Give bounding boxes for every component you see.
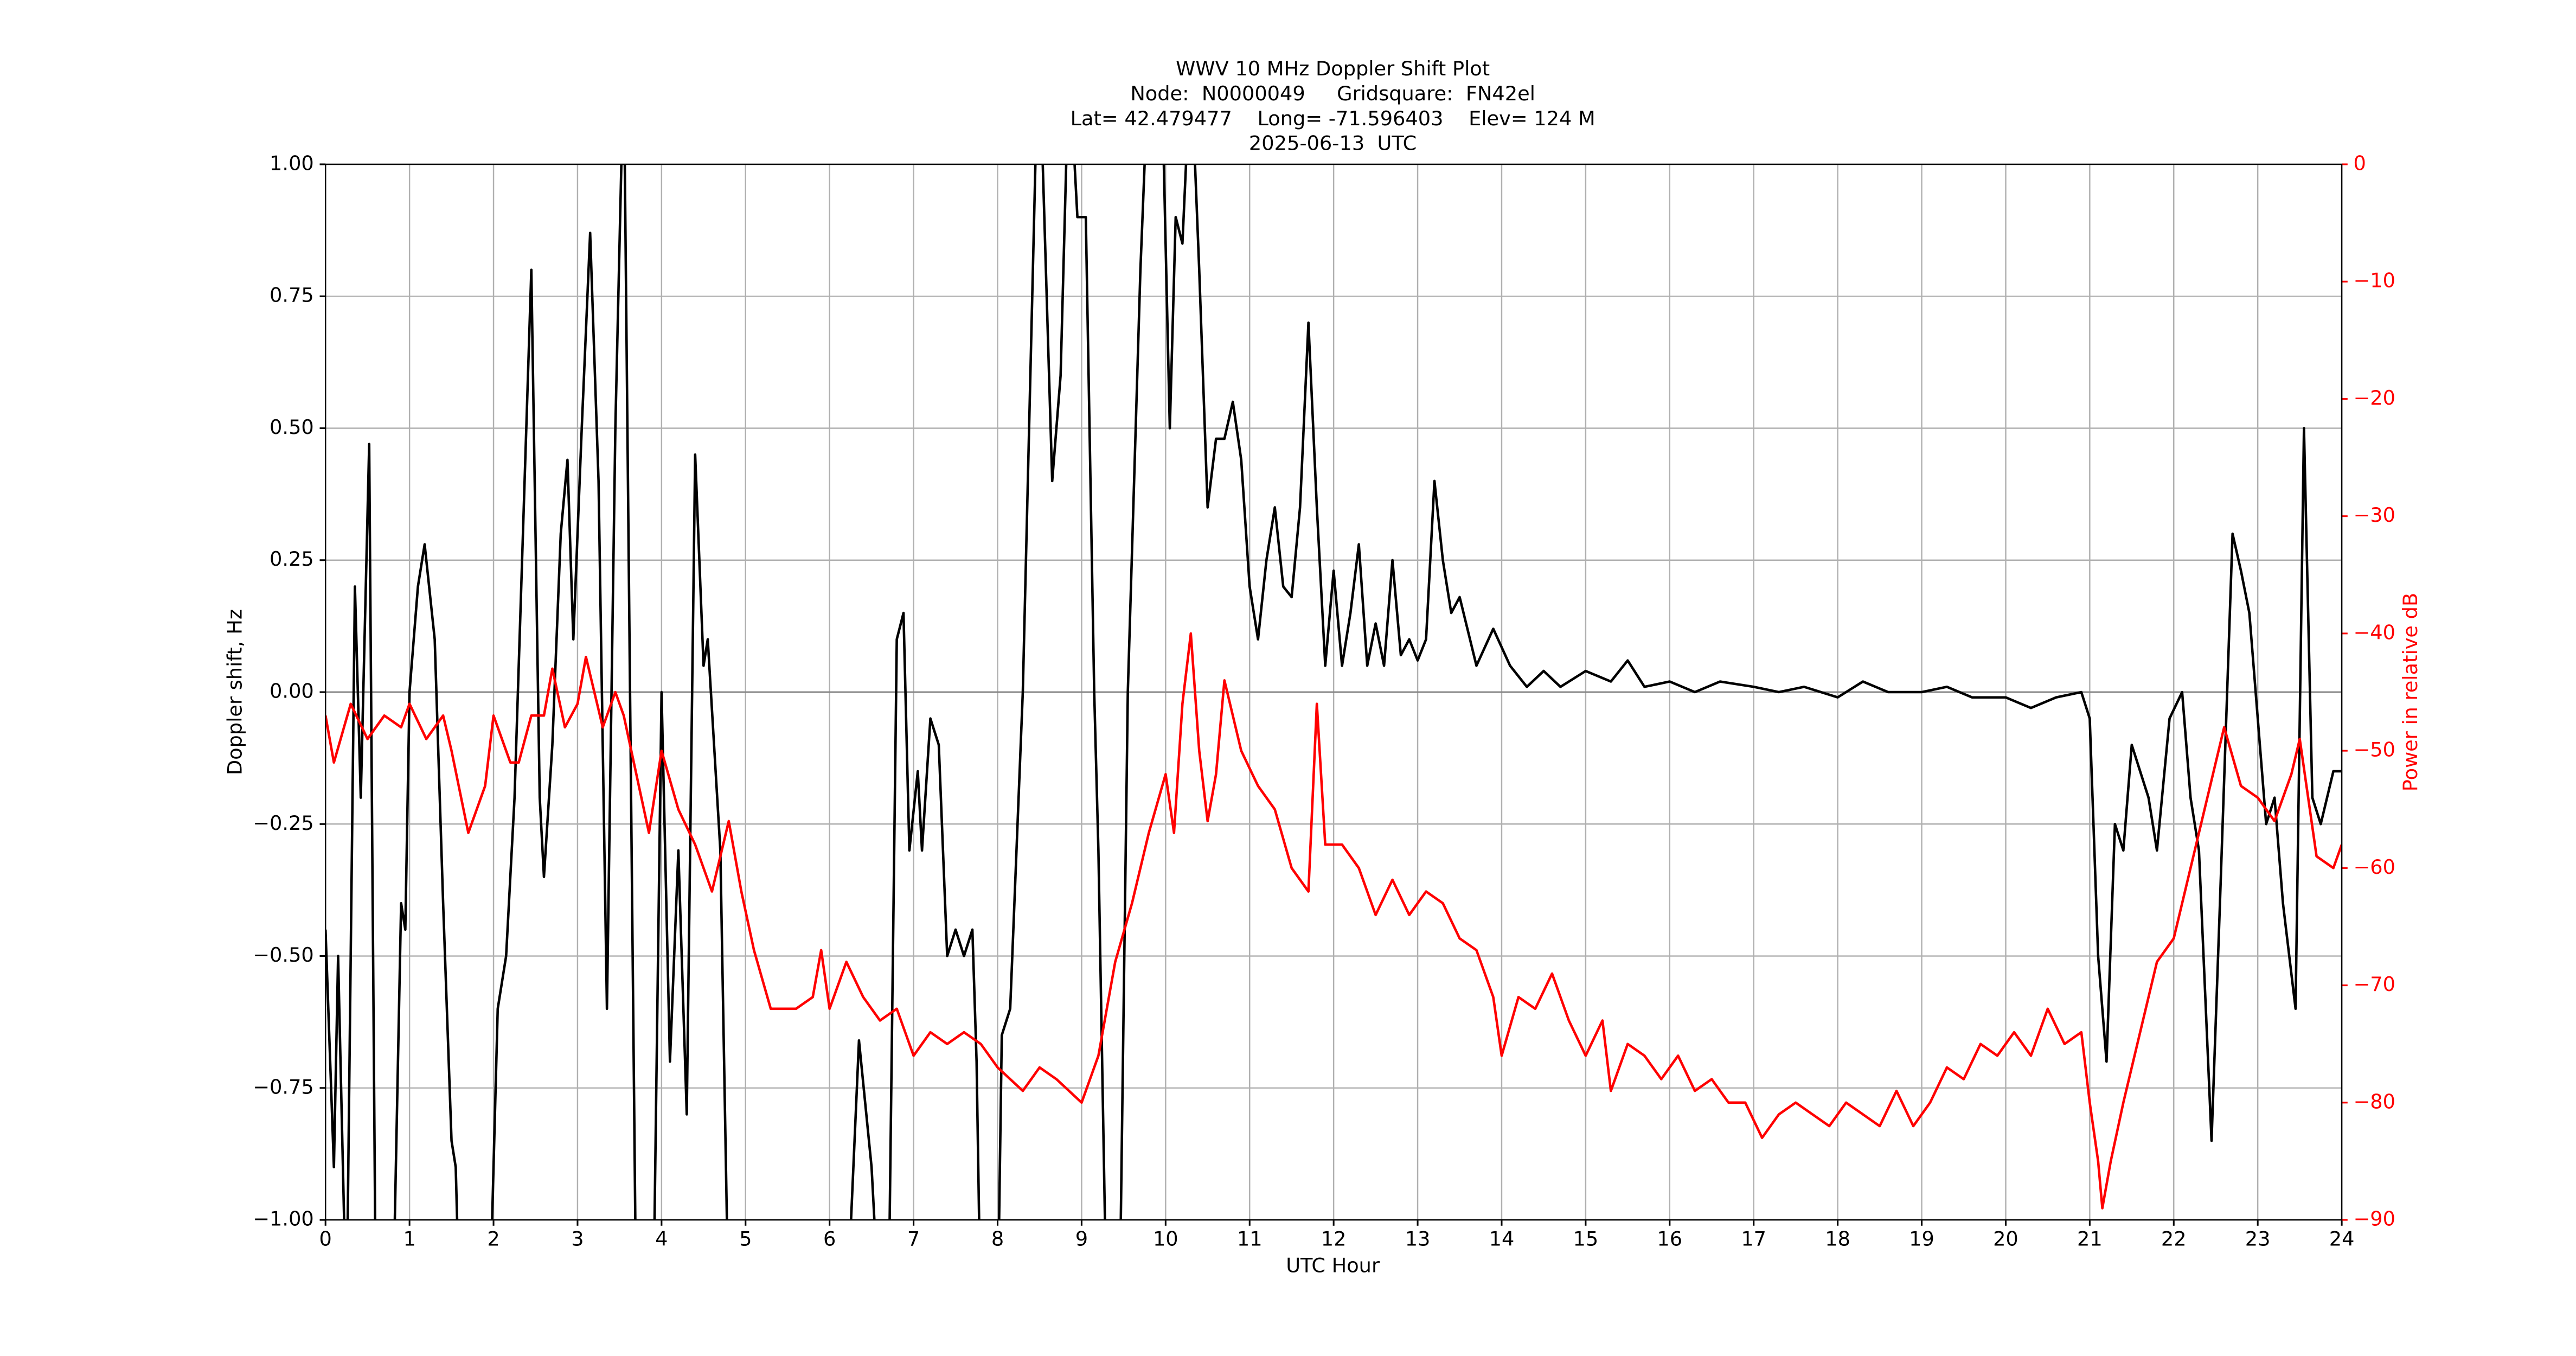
- x-tick-label: 8: [991, 1227, 1004, 1250]
- y-axis-label: Doppler shift, Hz: [223, 609, 246, 775]
- plot-frame: [324, 163, 2343, 1221]
- y-tick-label: −0.50: [253, 943, 313, 967]
- y2-axis-label: Power in relative dB: [2399, 593, 2422, 791]
- x-tick-label: 14: [1489, 1227, 1515, 1250]
- x-tick-label: 21: [2077, 1227, 2103, 1250]
- y2-tick-label: −90: [2354, 1207, 2395, 1231]
- y2-tick-label: −70: [2354, 973, 2395, 996]
- x-tick-label: 22: [2161, 1227, 2187, 1250]
- y2-tick-label: −40: [2354, 621, 2395, 644]
- x-tick-label: 6: [823, 1227, 836, 1250]
- title-line: Lat= 42.479477 Long= -71.596403 Elev= 12…: [1071, 107, 1595, 130]
- x-tick-label: 20: [1993, 1227, 2018, 1250]
- y-tick-label: 1.00: [270, 151, 314, 175]
- x-tick-label: 16: [1657, 1227, 1682, 1250]
- y2-tick-label: 0: [2354, 151, 2366, 175]
- y-tick-label: −0.75: [253, 1075, 313, 1098]
- x-tick-label: 12: [1321, 1227, 1347, 1250]
- y2-tick-label: −50: [2354, 738, 2395, 762]
- x-axis-label: UTC Hour: [1286, 1253, 1380, 1277]
- x-tick-label: 2: [487, 1227, 499, 1250]
- y2-tick-label: −10: [2354, 269, 2395, 292]
- y-tick-label: −1.00: [253, 1207, 313, 1231]
- y-tick-label: 0.00: [270, 680, 314, 703]
- x-tick-label: 9: [1075, 1227, 1088, 1250]
- title: WWV 10 MHz Doppler Shift Plot Node: N000…: [1071, 57, 1595, 155]
- title-line: WWV 10 MHz Doppler Shift Plot: [1176, 57, 1490, 80]
- x-tick-label: 17: [1741, 1227, 1766, 1250]
- x-tick-label: 15: [1573, 1227, 1599, 1250]
- y-tick-label: 0.75: [270, 284, 314, 307]
- x-tick-label: 11: [1237, 1227, 1263, 1250]
- x-tick-label: 4: [655, 1227, 668, 1250]
- x-tick-label: 18: [1825, 1227, 1850, 1250]
- x-tick-label: 10: [1153, 1227, 1178, 1250]
- series-line: [325, 164, 2342, 1220]
- x-tick-label: 5: [739, 1227, 752, 1250]
- title-line: 2025-06-13 UTC: [1249, 132, 1417, 155]
- x-tick-label: 19: [1909, 1227, 1934, 1250]
- y-tick-label: −0.25: [253, 811, 313, 835]
- plot-area: [325, 164, 2342, 1220]
- x-tick-label: 7: [907, 1227, 920, 1250]
- series-line: [325, 632, 2342, 1210]
- title-line: Node: N0000049 Gridsquare: FN42el: [1130, 82, 1535, 105]
- x-tick-label: 3: [571, 1227, 584, 1250]
- y-tick-label: 0.50: [270, 415, 314, 439]
- y2-tick-label: −60: [2354, 855, 2395, 879]
- x-tick-label: 13: [1405, 1227, 1431, 1250]
- y-tick-label: 0.25: [270, 547, 314, 571]
- x-tick-label: 0: [319, 1227, 332, 1250]
- x-tick-label: 24: [2329, 1227, 2355, 1250]
- y2-tick-label: −30: [2354, 503, 2395, 527]
- x-tick-label: 1: [403, 1227, 415, 1250]
- x-tick-label: 23: [2245, 1227, 2271, 1250]
- y2-tick-label: −20: [2354, 386, 2395, 410]
- y2-tick-label: −80: [2354, 1090, 2395, 1113]
